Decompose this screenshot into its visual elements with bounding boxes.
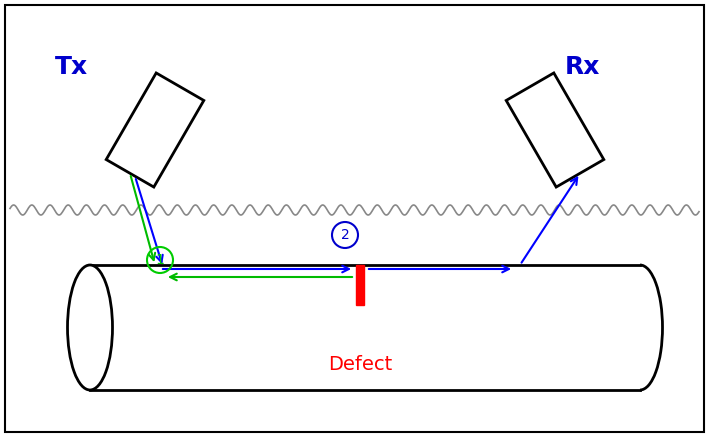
Polygon shape [106, 73, 203, 187]
Text: Rx: Rx [565, 55, 601, 79]
Text: 1: 1 [155, 253, 164, 267]
Text: Tx: Tx [55, 55, 88, 79]
Text: Defect: Defect [328, 355, 392, 374]
Ellipse shape [67, 265, 113, 390]
Text: 2: 2 [340, 228, 350, 242]
Bar [356, 265, 364, 305]
Polygon shape [506, 73, 604, 187]
